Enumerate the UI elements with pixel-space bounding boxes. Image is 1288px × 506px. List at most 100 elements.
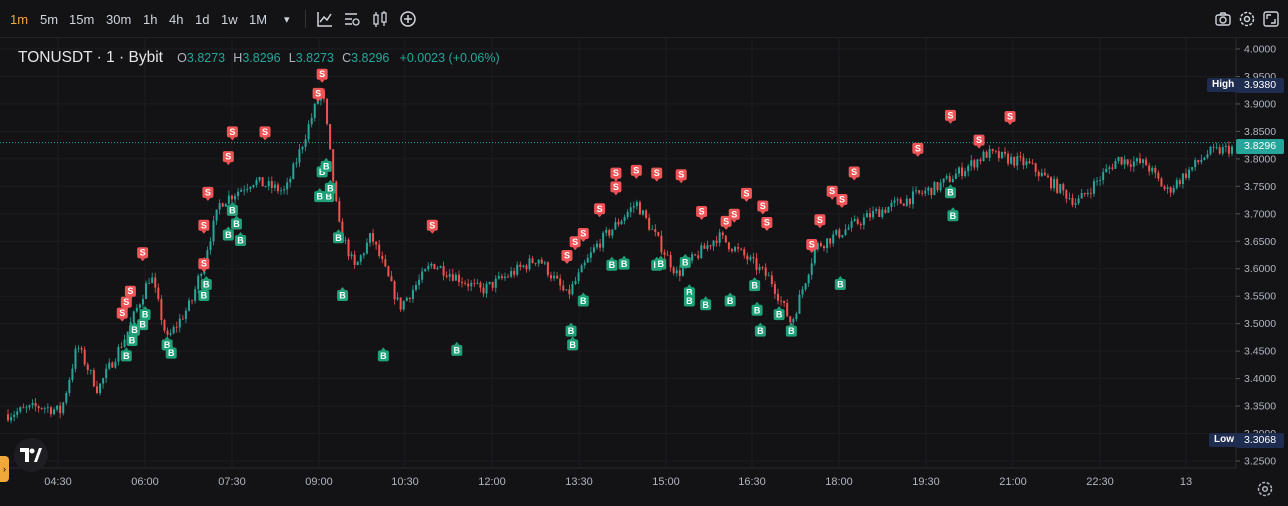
camera-icon[interactable]: [1214, 10, 1232, 28]
price-tick-label: 3.8500: [1244, 126, 1276, 138]
buy-signal-label: B: [139, 320, 146, 330]
buy-signal-label: B: [233, 219, 240, 229]
buy-signal-badge: [751, 304, 763, 316]
buy-signal-pointer: [238, 232, 244, 236]
candle-body: [810, 263, 813, 275]
timeframe-1d[interactable]: 1d: [195, 12, 210, 27]
side-panel-toggle-icon[interactable]: ›: [0, 456, 9, 482]
candle-body: [68, 380, 71, 393]
timeframe-4h[interactable]: 4h: [169, 12, 184, 27]
candle-body: [979, 159, 982, 162]
candle-body: [638, 201, 641, 215]
candle-body: [191, 300, 194, 302]
candle-body: [243, 189, 246, 191]
buy-signal-badge: [785, 325, 797, 337]
timeframe-1m[interactable]: 1m: [10, 12, 29, 27]
candle-body: [770, 275, 773, 285]
candle-body: [982, 151, 985, 162]
buy-signal-pointer: [454, 341, 460, 345]
sell-signal: S: [116, 307, 128, 322]
candle-body: [933, 182, 936, 196]
candle-body: [184, 310, 187, 320]
candle-body: [872, 210, 875, 218]
candle-body: [921, 192, 924, 194]
candle-body: [62, 402, 65, 414]
sell-signal-label: S: [319, 69, 325, 79]
sell-signal-label: S: [839, 194, 845, 204]
candle-body: [930, 187, 933, 196]
templates-icon[interactable]: [343, 10, 361, 28]
candle-body: [249, 187, 252, 189]
buy-signal-badge: [773, 309, 785, 321]
candle-body: [1096, 180, 1099, 182]
candle-body: [1163, 186, 1166, 189]
candle-body: [887, 206, 890, 213]
tradingview-logo[interactable]: [14, 438, 48, 472]
buy-signal: B: [332, 229, 344, 244]
buy-signal-badge: [724, 295, 736, 307]
sell-signal: S: [610, 167, 622, 182]
candle-body: [1191, 167, 1194, 170]
price-tick-label: 3.6000: [1244, 263, 1276, 275]
candle-body: [1224, 145, 1227, 148]
candle-body: [1089, 192, 1092, 194]
candle-body: [939, 182, 942, 191]
sell-signal: S: [198, 258, 210, 273]
buy-signal: B: [618, 255, 630, 270]
candle-body: [46, 407, 49, 409]
sell-signal-pointer: [564, 260, 570, 264]
buy-signal-label: B: [454, 345, 461, 355]
close-label: C: [342, 51, 352, 65]
buy-signal-badge: [324, 182, 336, 194]
candle-body: [1197, 160, 1200, 163]
sell-signal-pointer: [123, 307, 129, 311]
settings-gear-icon[interactable]: [1238, 10, 1256, 28]
candle-body: [1046, 175, 1049, 178]
sell-signal-label: S: [315, 88, 321, 98]
candle-body: [114, 361, 117, 368]
sell-signal-label: S: [229, 127, 235, 137]
candles-style-icon[interactable]: [371, 10, 389, 28]
symbol-title[interactable]: TONUSDT · 1 · Bybit: [18, 49, 163, 66]
open-value: 3.8273: [186, 51, 226, 65]
sell-signal-pointer: [613, 192, 619, 196]
indicators-chart-icon[interactable]: [316, 10, 334, 28]
timeframe-5m[interactable]: 5m: [40, 12, 59, 27]
time-axis: 04:30 06:00 07:30 09:00 10:30 12:00 13:30 15:00…: [44, 476, 1192, 488]
candle-body: [1117, 157, 1120, 162]
add-plus-icon[interactable]: [399, 10, 417, 28]
timeframe-1w[interactable]: 1w: [221, 12, 238, 27]
candle-body: [1181, 173, 1184, 184]
candle-body: [654, 229, 657, 233]
buy-signal-badge: [230, 218, 242, 230]
buy-signal-label: B: [837, 279, 844, 289]
candle-body: [792, 319, 795, 323]
timeframe-30m[interactable]: 30m: [106, 12, 132, 27]
timeframe-1M[interactable]: 1M: [249, 12, 268, 27]
fullscreen-icon[interactable]: [1262, 10, 1280, 28]
candle-body: [172, 327, 175, 334]
candle-body: [740, 248, 743, 250]
sell-signal: S: [630, 164, 642, 179]
timeframe-1h[interactable]: 1h: [143, 12, 158, 27]
top-toolbar: 1m 5m 15m 30m 1h 4h 1d 1w 1M ▾: [0, 0, 1288, 38]
buy-signal-label: B: [569, 340, 576, 350]
candle-body: [1031, 163, 1034, 164]
timeframe-15m[interactable]: 15m: [69, 12, 95, 27]
candle-body: [1086, 192, 1089, 195]
axis-settings-gear-icon[interactable]: [1256, 480, 1274, 498]
sell-signal-label: S: [597, 204, 603, 214]
candle-body: [132, 311, 135, 323]
sell-signal: S: [848, 166, 860, 181]
buy-signal-label: B: [164, 340, 171, 350]
sell-signal: S: [720, 215, 732, 230]
sell-signal: S: [259, 126, 271, 141]
timeframe-dropdown-icon[interactable]: ▾: [284, 14, 290, 26]
buy-signal: B: [655, 255, 667, 270]
sell-signal-pointer: [654, 178, 660, 182]
candle-body: [758, 266, 761, 270]
candle-body: [350, 254, 353, 257]
candle-body: [997, 151, 1000, 159]
